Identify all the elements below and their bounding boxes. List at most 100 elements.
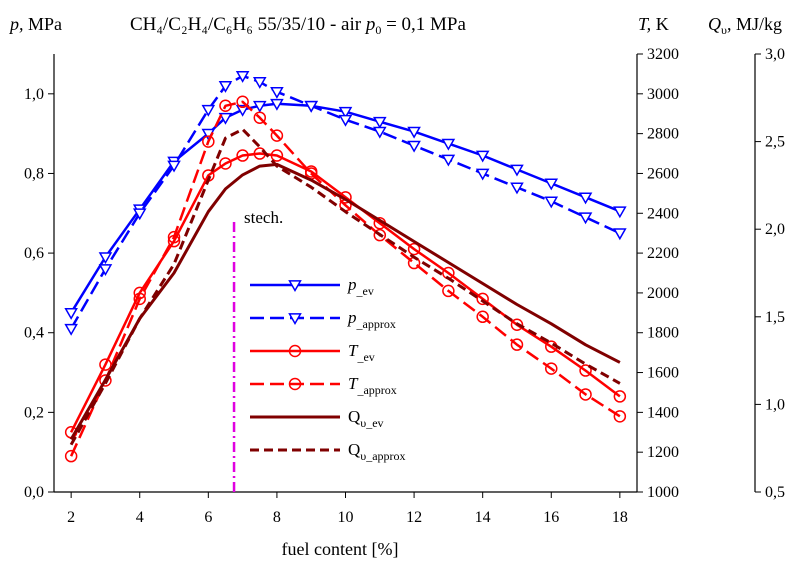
series-T_ev — [64, 147, 627, 439]
x-tick-label: 6 — [204, 509, 212, 526]
y-right1-tick-label: 3000 — [647, 86, 679, 103]
legend-label-main: p — [347, 275, 357, 294]
data-point-T_approx — [253, 111, 267, 124]
data-point-p_ev — [475, 150, 490, 163]
x-axis-title: fuel content [%] — [282, 539, 399, 559]
data-point-p_ev — [441, 138, 456, 151]
legend-label-sub: _approx — [356, 317, 396, 331]
x-tick-label: 4 — [136, 509, 144, 526]
data-point-p_approx — [544, 196, 559, 209]
y-right2-tick-label: 1,0 — [765, 396, 785, 413]
data-point-T_approx — [99, 374, 112, 387]
data-point-T_approx — [219, 99, 232, 113]
data-point-p_ev — [407, 126, 421, 139]
data-point-p_ev — [373, 116, 387, 129]
data-point-p_approx — [252, 76, 267, 89]
data-point-p_ev — [252, 100, 267, 113]
x-tick-label: 10 — [338, 509, 354, 526]
data-point-p_approx — [613, 228, 627, 241]
legend-item-T_ev: T_ev — [250, 341, 375, 364]
legend-marker-T_approx — [288, 377, 302, 391]
data-point-T_ev — [510, 318, 524, 332]
y-right2-tick-label: 2,5 — [765, 134, 785, 151]
data-point-p_ev — [218, 112, 233, 125]
chart-title: CH₄/C₂H₄/C₆H₆ 55/35/10 - air p0 = 0,1 MP… — [130, 14, 466, 37]
x-tick-label: 8 — [273, 509, 281, 526]
y-right2-tick-label: 0,5 — [765, 484, 785, 501]
data-point-p_ev — [235, 104, 250, 117]
data-point-T_ev — [579, 364, 592, 377]
series-T_approx — [64, 95, 627, 463]
data-point-p_approx — [407, 140, 421, 153]
data-point-p_approx — [235, 71, 250, 83]
legend-marker-p_approx — [288, 313, 302, 326]
legend-label-sub: _approx — [356, 383, 396, 397]
legend-label-T_ev: T_ev — [348, 341, 375, 364]
series-line-T_approx — [69, 100, 621, 457]
data-point-p_approx — [98, 264, 113, 277]
x-tick-label: 2 — [67, 509, 75, 526]
data-point-T_approx — [64, 449, 78, 463]
data-point-T_approx — [510, 338, 524, 351]
legend-item-Q_ev: Qυ_ev — [250, 407, 384, 430]
legend-item-T_approx: T_approx — [250, 374, 397, 397]
series-Q_approx — [69, 127, 621, 446]
series-p_ev — [64, 98, 627, 320]
stech-label: stech. — [244, 208, 283, 227]
y-right2-tick-label: 2,0 — [765, 221, 785, 238]
legend-label-Q_approx: Qυ_approx — [348, 440, 406, 463]
legend-item-p_ev: p_ev — [250, 275, 374, 298]
data-point-p_approx — [475, 168, 490, 181]
data-point-T_approx — [202, 135, 215, 148]
y-right1-tick-label: 3200 — [647, 46, 679, 63]
data-point-p_approx — [218, 80, 233, 93]
data-point-T_ev — [613, 390, 627, 403]
data-point-p_approx — [64, 323, 78, 336]
data-point-p_ev — [98, 252, 113, 265]
data-point-p_approx — [510, 182, 524, 195]
data-point-T_approx — [442, 284, 455, 298]
legend-item-p_approx: p_approx — [250, 308, 396, 331]
y-left-tick-label: 0,8 — [24, 165, 44, 182]
series-line-Q_ev — [69, 162, 621, 441]
y-left-axis-title: p, MPa — [8, 14, 62, 34]
data-point-T_approx — [476, 310, 489, 324]
legend-label-main: T — [348, 341, 359, 360]
legend-label-sub: _ev — [356, 350, 374, 364]
data-point-T_ev — [219, 157, 232, 170]
data-point-T_approx — [373, 228, 387, 242]
data-point-T_ev — [270, 149, 284, 162]
legend-label-T_approx: T_approx — [348, 374, 397, 397]
y-left-tick-label: 0,2 — [24, 404, 44, 421]
data-point-p_ev — [544, 178, 559, 191]
y-left-tick-label: 0,6 — [24, 245, 44, 262]
data-point-p_ev — [578, 192, 593, 205]
data-point-T_ev — [476, 292, 489, 306]
data-point-p_approx — [441, 154, 456, 167]
x-tick-label: 16 — [543, 509, 559, 526]
data-point-T_approx — [579, 388, 592, 401]
y-right1-tick-label: 2600 — [647, 165, 679, 182]
legend-label-p_approx: p_approx — [347, 308, 396, 331]
data-point-T_ev — [99, 358, 112, 371]
series-Q_ev — [69, 162, 621, 441]
y-right1-tick-label: 1600 — [647, 365, 679, 382]
series-line-Q_approx — [69, 127, 621, 446]
series-line-p_ev — [70, 102, 621, 314]
y-right1-tick-label: 2400 — [647, 205, 679, 222]
data-point-T_approx — [545, 362, 558, 375]
data-point-T_ev — [407, 242, 421, 256]
y-right1-tick-label: 2200 — [647, 245, 679, 262]
legend-label-sub: υ_ev — [360, 416, 383, 430]
legend-marker-p_ev — [288, 280, 302, 293]
data-point-p_ev — [510, 164, 524, 177]
y-right1-tick-label: 1200 — [647, 444, 679, 461]
legend-label-main: Q — [348, 440, 360, 459]
y-left-tick-label: 0,4 — [24, 325, 44, 342]
data-point-p_ev — [338, 106, 353, 119]
legend-item-Q_approx: Qυ_approx — [250, 440, 406, 463]
x-tick-label: 14 — [475, 509, 491, 526]
y-left-tick-label: 1,0 — [24, 86, 44, 103]
data-point-p_approx — [167, 160, 181, 173]
